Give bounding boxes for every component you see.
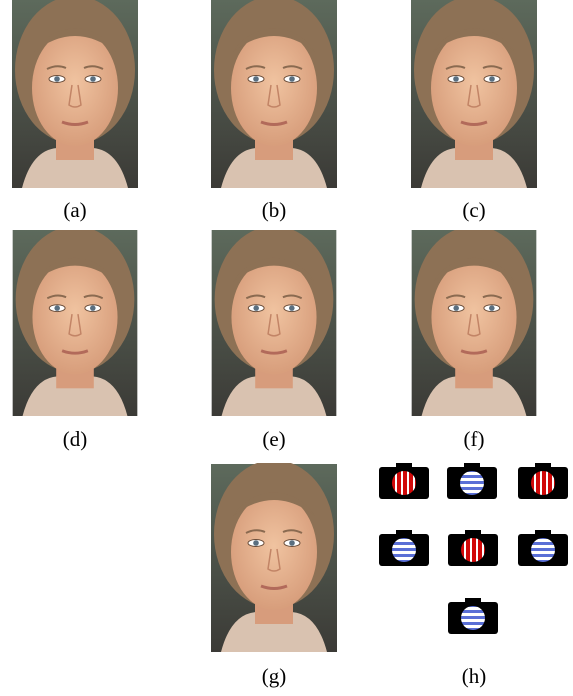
camera-icon bbox=[379, 530, 429, 566]
photo bbox=[12, 0, 138, 188]
camera-icon bbox=[448, 530, 498, 566]
photo bbox=[412, 226, 537, 416]
caption: (g) bbox=[262, 664, 287, 688]
photo bbox=[211, 0, 337, 188]
caption: (h) bbox=[462, 664, 487, 688]
camera-icon bbox=[447, 463, 497, 499]
caption: (e) bbox=[262, 427, 285, 451]
caption: (b) bbox=[262, 198, 287, 222]
camera-icon bbox=[518, 530, 568, 566]
camera-icon bbox=[448, 598, 498, 634]
camera-icon bbox=[518, 463, 568, 499]
caption: (d) bbox=[63, 427, 88, 451]
caption: (c) bbox=[462, 198, 485, 222]
caption: (f) bbox=[464, 427, 485, 451]
photo bbox=[212, 226, 337, 416]
caption: (a) bbox=[63, 198, 86, 222]
photo bbox=[211, 460, 337, 652]
photo bbox=[411, 0, 537, 188]
figure: (a) (b) (c) (d) (e) (f) (g) (h) bbox=[0, 0, 573, 696]
camera-icon bbox=[379, 463, 429, 499]
photo bbox=[13, 226, 138, 416]
